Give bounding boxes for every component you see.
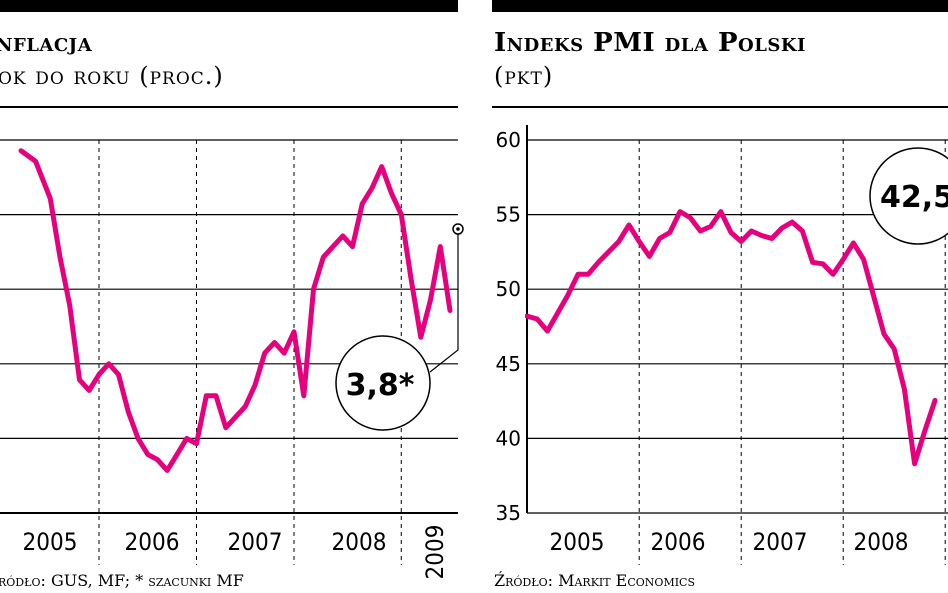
right-y-tick-label: 55: [496, 203, 521, 227]
right-x-tick-label: 2008: [854, 528, 909, 556]
right-y-tick-label: 45: [496, 352, 521, 376]
left-source-note: ródło: GUS, MF; * szacunki MF: [0, 571, 244, 590]
left-callout-leader: [429, 234, 459, 373]
right-y-tick-label: 40: [496, 426, 521, 450]
right-header-bar: [492, 0, 948, 12]
right-callout-bubble: [869, 147, 948, 245]
left-title-rule: [0, 106, 458, 108]
left-series-line: [18, 148, 453, 473]
right-callout-value: 42,55: [880, 180, 948, 215]
left-chart-title: nflacja: [0, 28, 93, 58]
right-chart-subtitle: (pkt): [494, 62, 554, 90]
right-x-tick-label: 2006: [651, 528, 706, 556]
left-chart: 2005 2006 2007 2008 2009 3,8*: [0, 139, 464, 580]
left-x-tick-label: 2009: [421, 525, 449, 580]
right-x-tick-label: 2005: [550, 528, 605, 556]
right-source-note: Źródło: Markit Economics: [494, 571, 696, 590]
left-header-bar: [0, 0, 458, 12]
left-x-tick-label: 2008: [332, 528, 387, 556]
right-chart: 35 40 45 50 55 60 2005 2006 2007 2008 42,55: [496, 125, 948, 565]
left-x-tick-label: 2007: [228, 528, 283, 556]
right-x-tick-label: 2007: [753, 528, 808, 556]
right-y-tick-label: 60: [496, 128, 521, 152]
right-y-tick-label: 35: [496, 501, 521, 525]
right-chart-title: Indeks PMI dla Polski: [494, 28, 806, 58]
left-callout-bubble: [335, 335, 431, 431]
right-title-rule: [492, 106, 948, 108]
right-series-line: [525, 209, 938, 467]
left-chart-subtitle: ok do roku (proc.): [0, 62, 224, 90]
left-x-tick-label: 2005: [23, 528, 78, 556]
left-endpoint-dot: [456, 227, 460, 231]
left-x-tick-label: 2006: [125, 528, 180, 556]
left-callout-value: 3,8*: [346, 368, 415, 403]
right-y-tick-label: 50: [496, 277, 521, 301]
